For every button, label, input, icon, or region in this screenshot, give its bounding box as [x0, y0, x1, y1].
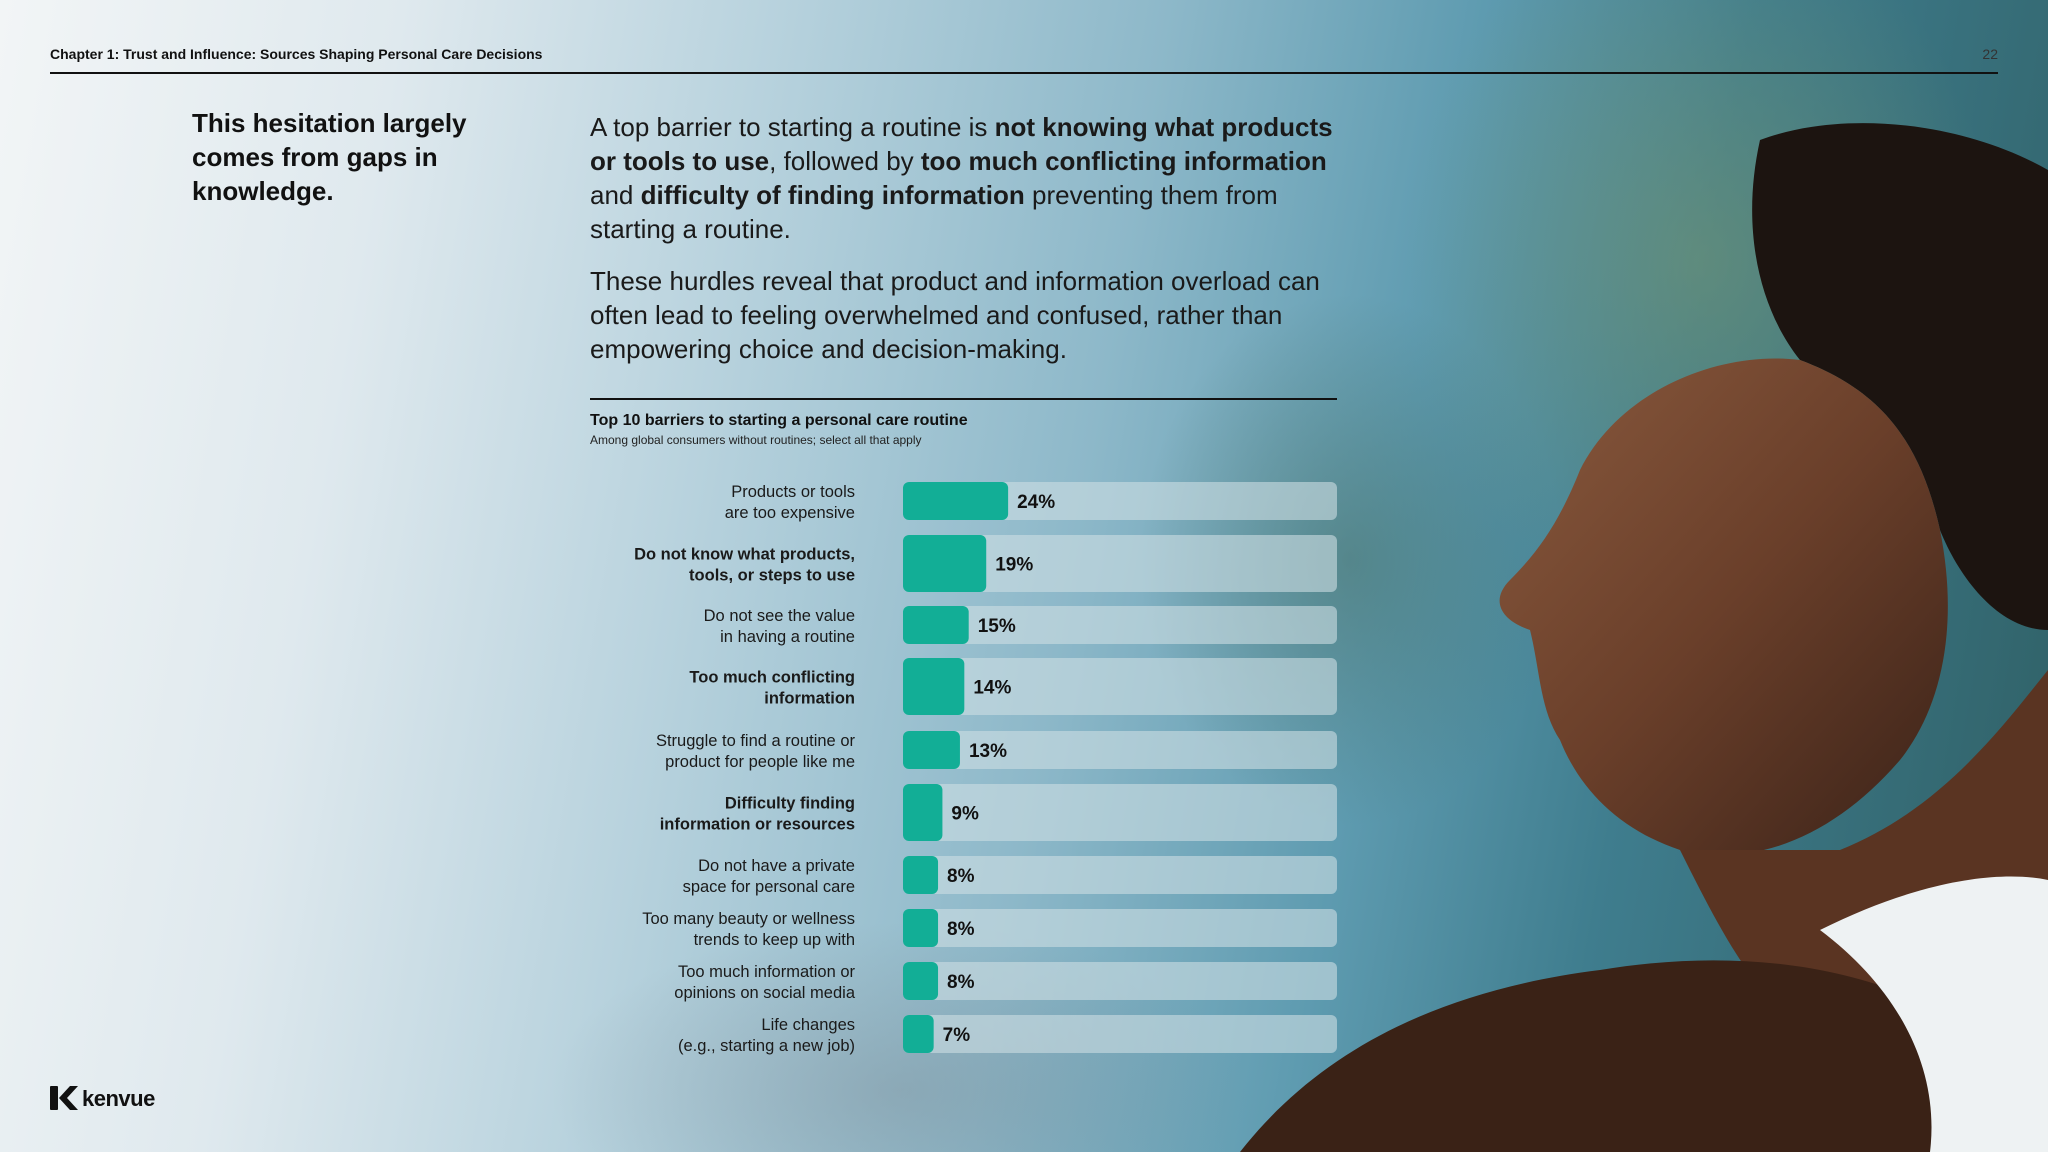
- bar-value-label: 8%: [947, 866, 975, 887]
- chart-title: Top 10 barriers to starting a personal c…: [590, 412, 968, 429]
- category-label: are too expensive: [725, 504, 855, 522]
- bar-row: 8% Do not have a private space for persona…: [683, 856, 1337, 896]
- bar-value-label: 7%: [943, 1025, 971, 1046]
- bar-track: [903, 909, 1337, 947]
- intro-paragraph-1: A top barrier to starting a routine is n…: [590, 110, 1350, 246]
- category-label: Too many beauty or wellness: [642, 910, 855, 928]
- intro-run-5: difficulty of finding information: [640, 180, 1025, 210]
- bar-track: [903, 658, 1337, 715]
- bar-track: [903, 784, 1337, 841]
- bar-value-label: 15%: [978, 616, 1016, 637]
- category-label: Too much conflicting: [689, 669, 855, 687]
- bar-value-label: 24%: [1017, 492, 1055, 513]
- intro-run-4: and: [590, 180, 641, 210]
- bar-track: [903, 731, 1337, 769]
- intro-paragraph-2: These hurdles reveal that product and in…: [590, 266, 1320, 364]
- bar-row: 8% Too much information or opinions on soc…: [674, 962, 1337, 1002]
- bar: [903, 1015, 934, 1053]
- intro-run-0: A top barrier to starting a routine is: [590, 112, 995, 142]
- kenvue-k-icon: [50, 1086, 78, 1110]
- bar: [903, 535, 987, 592]
- bar: [903, 606, 969, 644]
- bar-row: 24% Products or tools are too expensive: [725, 482, 1337, 522]
- bar-row: 7% Life changes (e.g., starting a new job): [678, 1015, 1337, 1055]
- intro-run-1: not knowing what products or tools to us…: [590, 112, 1333, 176]
- chapter-title: Chapter 1: Trust and Influence: Sources …: [50, 46, 543, 62]
- bar-row: 13% Struggle to find a routine or product …: [656, 731, 1337, 771]
- bar-value-label: 13%: [969, 741, 1007, 762]
- kenvue-logo-text: kenvue: [82, 1086, 155, 1111]
- bar-row: 8% Too many beauty or wellness trends to k…: [642, 909, 1337, 949]
- bar: [903, 784, 943, 841]
- category-label: opinions on social media: [674, 984, 856, 1002]
- chart-subtitle: Among global consumers without routines;…: [590, 433, 922, 447]
- category-label: product for people like me: [665, 753, 855, 771]
- bar-value-label: 9%: [951, 804, 979, 825]
- bar-row: 9% Difficulty finding information or resou…: [660, 784, 1337, 841]
- bar-track: [903, 606, 1337, 644]
- bar: [903, 856, 939, 894]
- bar-value-label: 8%: [947, 919, 975, 940]
- bar: [903, 731, 960, 769]
- category-label: Struggle to find a routine or: [656, 732, 856, 750]
- woman-portrait-photo: [1240, 123, 2048, 1152]
- category-label: trends to keep up with: [694, 931, 855, 949]
- section-headline: This hesitation largely comes from gaps …: [192, 108, 467, 206]
- intro-text: A top barrier to starting a routine is n…: [590, 110, 1350, 384]
- bar: [903, 658, 965, 715]
- page-number: 22: [1982, 46, 1998, 62]
- category-label: Difficulty finding: [725, 795, 855, 813]
- category-label: (e.g., starting a new job): [678, 1037, 855, 1055]
- bar: [903, 909, 939, 947]
- category-label: Do not see the value: [704, 607, 855, 625]
- intro-run-2: , followed by: [769, 146, 921, 176]
- bar-track: [903, 962, 1337, 1000]
- category-label: Do not have a private: [698, 857, 855, 875]
- intro-run-3: too much conflicting information: [920, 146, 1327, 176]
- category-label: information: [764, 690, 855, 708]
- category-label: Products or tools: [731, 483, 855, 501]
- bar-value-label: 8%: [947, 972, 975, 993]
- category-label: information or resources: [660, 816, 855, 834]
- category-label: Life changes: [761, 1016, 855, 1034]
- chart-divider: [590, 398, 1337, 400]
- bar-value-label: 14%: [973, 678, 1011, 699]
- bar: [903, 962, 939, 1000]
- bar-row: 19% Do not know what products, tools, or s…: [634, 535, 1337, 592]
- bar-track: [903, 856, 1337, 894]
- category-label: Do not know what products,: [634, 546, 855, 564]
- intro-run-6: preventing them from starting a routine.: [590, 180, 1278, 244]
- category-label: space for personal care: [683, 878, 855, 896]
- bar-track: [903, 482, 1337, 520]
- bar: [903, 482, 1009, 520]
- bar-track: [903, 535, 1337, 592]
- bar-row: 15% Do not see the value in having a routi…: [704, 606, 1337, 646]
- bar-row: 14% Too much conflicting information: [689, 658, 1337, 715]
- bar-track: [903, 1015, 1337, 1053]
- category-label: in having a routine: [720, 628, 855, 646]
- bar-value-label: 19%: [995, 555, 1033, 576]
- category-label: tools, or steps to use: [689, 567, 855, 585]
- page-header: Chapter 1: Trust and Influence: Sources …: [50, 44, 1998, 74]
- category-label: Too much information or: [678, 963, 856, 981]
